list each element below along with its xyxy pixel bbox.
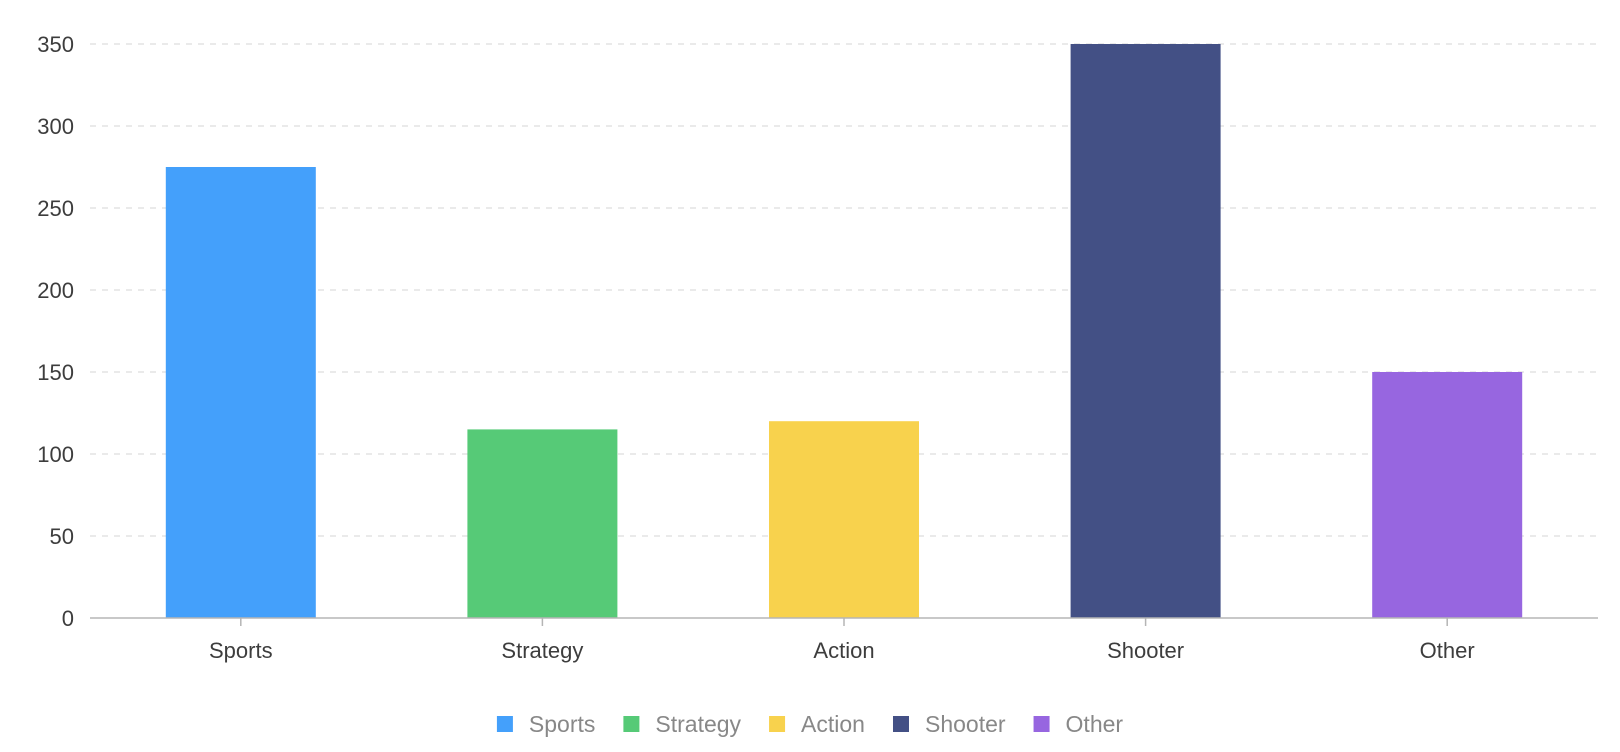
legend-label: Shooter: [925, 711, 1006, 737]
legend-swatch: [623, 716, 640, 732]
bar-sports[interactable]: [165, 167, 316, 618]
y-tick-label: 200: [37, 278, 74, 303]
x-tick-label: Action: [813, 638, 874, 663]
x-tick-label: Other: [1420, 638, 1475, 663]
legend-item-sports[interactable]: Sports: [496, 711, 595, 737]
x-tick-label: Shooter: [1107, 638, 1184, 663]
legend-swatch: [496, 716, 513, 732]
legend-label: Strategy: [655, 711, 741, 737]
y-tick-label: 0: [62, 606, 74, 631]
y-tick-label: 100: [37, 442, 74, 467]
bars: [165, 44, 1523, 618]
legend-item-other[interactable]: Other: [1033, 711, 1124, 737]
legend-item-strategy[interactable]: Strategy: [623, 711, 742, 737]
legend-swatch: [769, 716, 786, 732]
y-tick-label: 350: [37, 32, 74, 57]
x-tick-label: Strategy: [501, 638, 583, 663]
legend-item-action[interactable]: Action: [769, 711, 865, 737]
legend-label: Action: [801, 711, 865, 737]
legend-label: Other: [1066, 711, 1124, 737]
bar-strategy[interactable]: [467, 429, 618, 618]
legend-swatch: [1033, 716, 1050, 732]
y-tick-label: 50: [50, 524, 74, 549]
legend-swatch: [892, 716, 909, 732]
legend[interactable]: Sports Strategy Action Shooter Other: [496, 711, 1124, 737]
y-tick-label: 250: [37, 196, 74, 221]
bar-shooter[interactable]: [1070, 44, 1221, 618]
y-tick-label: 300: [37, 114, 74, 139]
bar-other[interactable]: [1372, 372, 1523, 618]
x-axis: [90, 617, 1598, 626]
x-axis-ticks: Sports Strategy Action Shooter Other: [209, 638, 1475, 663]
y-axis-ticks: 0 50 100 150 200 250 300 350: [37, 32, 74, 631]
bar-action[interactable]: [769, 421, 919, 618]
y-tick-label: 150: [37, 360, 74, 385]
x-tick-label: Sports: [209, 638, 273, 663]
legend-label: Sports: [529, 711, 595, 737]
legend-item-shooter[interactable]: Shooter: [892, 711, 1006, 737]
